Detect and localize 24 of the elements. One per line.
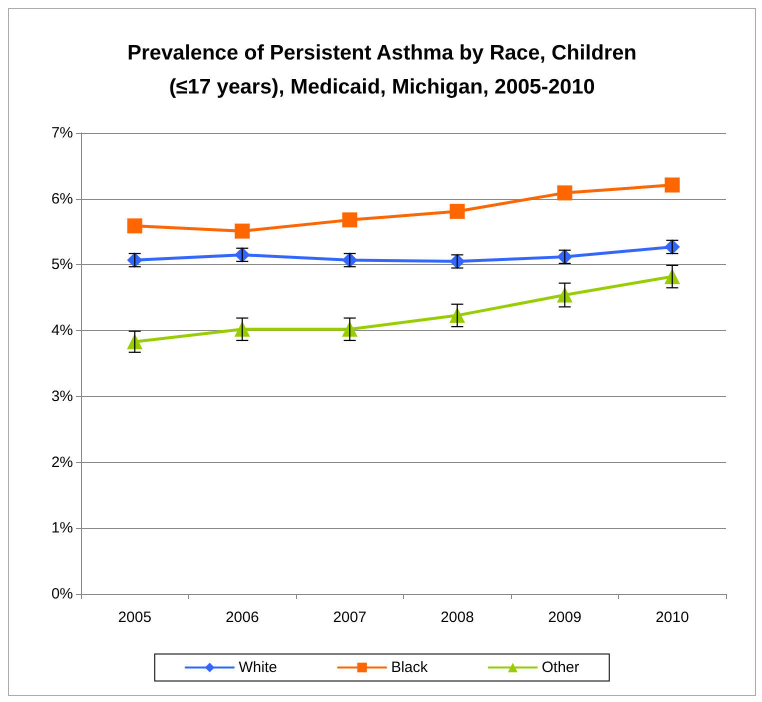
x-tick-label: 2007	[333, 609, 366, 626]
y-tick-label: 6%	[51, 190, 73, 208]
point	[450, 204, 465, 219]
y-tick-label: 5%	[51, 256, 73, 274]
x-tick-label: 2010	[656, 609, 689, 626]
y-tick-label: 1%	[51, 520, 73, 537]
x-tick-label: 2009	[548, 609, 582, 626]
y-tick-label: 4%	[51, 322, 73, 340]
x-tick-label: 2008	[440, 609, 474, 626]
y-tick-label: 2%	[51, 454, 73, 471]
legend-label: Black	[391, 659, 428, 676]
chart-title: Prevalence of Persistent Asthma by Race, Children (≤17 years), Medicaid, Michigan, 2005-2010	[127, 42, 637, 98]
point	[557, 185, 572, 200]
y-tick-label: 0%	[51, 586, 73, 602]
legend-label: Other	[542, 659, 580, 676]
x-tick-label: 2006	[226, 609, 259, 626]
point	[342, 212, 358, 228]
point	[234, 224, 250, 239]
legend-label: White	[238, 659, 278, 676]
point	[664, 178, 680, 193]
point	[127, 218, 142, 234]
y-tick-label: 3%	[51, 388, 73, 405]
x-tick-label: 2005	[118, 609, 152, 626]
y-tick-label: 7%	[51, 124, 73, 142]
